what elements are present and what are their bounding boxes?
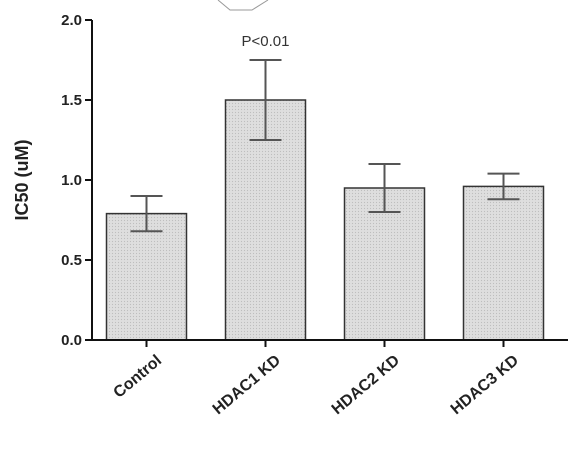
bars: P<0.01	[105, 33, 545, 341]
y-tick-label: 0.0	[61, 332, 82, 349]
cropped-graphic-fragment	[217, 0, 269, 11]
y-tick-label: 1.0	[61, 172, 82, 189]
x-tick-label: HDAC1 KD	[210, 352, 284, 418]
bar-control	[105, 212, 188, 341]
y-tick-label: 1.5	[61, 92, 82, 109]
x-axis: Control HDAC1 KD HDAC2 KD HDAC3 KD	[92, 339, 568, 418]
y-tick-label: 2.0	[61, 12, 82, 29]
bar-hdac3-kd	[462, 185, 545, 341]
x-tick-label: HDAC3 KD	[448, 352, 522, 418]
y-tick-label: 0.5	[61, 252, 82, 269]
significance-annotation: P<0.01	[242, 33, 290, 50]
x-tick-label: Control	[111, 352, 165, 402]
y-axis-title: IC50 (uM)	[12, 139, 32, 220]
x-tick-label: HDAC2 KD	[329, 352, 403, 418]
y-axis: 0.0 0.5 1.0 1.5 2.0	[61, 12, 93, 349]
